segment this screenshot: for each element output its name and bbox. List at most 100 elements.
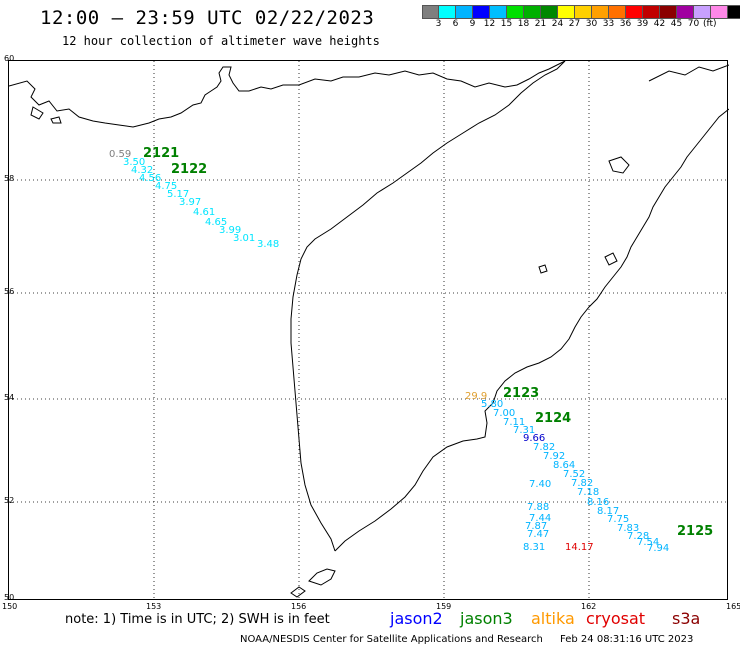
wave-height-label: 0.59 xyxy=(109,149,131,160)
colorbar-swatch xyxy=(541,5,558,19)
colorbar-tick-label: 6 xyxy=(452,19,459,29)
wave-height-label: 4.61 xyxy=(193,207,215,218)
wave-height-label: 7.40 xyxy=(529,479,551,490)
wave-height-label: 7.92 xyxy=(543,451,565,462)
colorbar-tick-label: 33 xyxy=(602,19,615,29)
legend-s3a: s3a xyxy=(672,609,701,628)
colorbar-tick-label: 36 xyxy=(619,19,632,29)
colorbar-tick-label: 18 xyxy=(517,19,530,29)
colorbar-swatch xyxy=(592,5,609,19)
colorbar-unit: (ft) xyxy=(703,19,717,29)
track-id-label: 2124 xyxy=(535,411,571,426)
wave-height-label: 3.01 xyxy=(233,233,255,244)
wave-height-label: 3.48 xyxy=(257,239,279,250)
wave-height-label: 4.75 xyxy=(155,181,177,192)
wave-height-label: 7.88 xyxy=(527,502,549,513)
colorbar-swatch xyxy=(422,5,439,19)
wave-height-label: 4.32 xyxy=(131,165,153,176)
colorbar-swatch xyxy=(473,5,490,19)
wave-height-label: 4.65 xyxy=(205,217,227,228)
lat-label-50: 50 xyxy=(4,593,15,602)
colorbar-swatch xyxy=(524,5,541,19)
wave-height-label: 8.64 xyxy=(553,460,575,471)
wave-height-label: 7.00 xyxy=(493,408,515,419)
colorbar-tick-label: 12 xyxy=(483,19,496,29)
lon-label-153: 153 xyxy=(146,602,162,611)
wave-height-label: 7.44 xyxy=(529,513,551,524)
colorbar-tick-label: 9 xyxy=(469,19,476,29)
wave-height-label: 3.97 xyxy=(179,197,201,208)
colorbar-swatch xyxy=(626,5,643,19)
colorbar-swatch xyxy=(609,5,626,19)
colorbar-tick-label: 45 xyxy=(670,19,683,29)
wave-height-label: 7.52 xyxy=(563,469,585,480)
wave-height-label: 5.17 xyxy=(167,189,189,200)
colorbar-swatch xyxy=(575,5,592,19)
wave-height-label: 8.16 xyxy=(587,497,609,508)
track-id-label: 2121 xyxy=(143,146,179,161)
map-panel: 0.59 3.50 4.32 4.56 4.75 5.17 3.97 4.61 4.65 3.99… xyxy=(8,60,730,601)
wave-height-label: 7.18 xyxy=(577,487,599,498)
wave-height-label: 7.31 xyxy=(513,425,535,436)
wave-height-label: 7.82 xyxy=(533,442,555,453)
lat-label-58: 58 xyxy=(4,174,15,183)
colorbar-swatch xyxy=(439,5,456,19)
colorbar-tick-label: 24 xyxy=(551,19,564,29)
footer-timestamp: Feb 24 08:31:16 UTC 2023 xyxy=(560,634,694,645)
lon-label-156: 156 xyxy=(291,602,307,611)
legend-altika: altika xyxy=(531,609,575,628)
colorbar-swatch xyxy=(711,5,728,19)
colorbar-tick-label: 27 xyxy=(568,19,581,29)
colorbar-swatch xyxy=(558,5,575,19)
colorbar-swatch xyxy=(660,5,677,19)
footer-org: NOAA/NESDIS Center for Satellite Applica… xyxy=(240,634,543,645)
wave-height-label: 29.9 xyxy=(465,391,487,402)
wave-height-label: 7.11 xyxy=(503,417,525,428)
colorbar-swatch xyxy=(694,5,711,19)
map-subtitle: 12 hour collection of altimeter wave hei… xyxy=(62,34,380,48)
lat-label-54: 54 xyxy=(4,393,15,402)
wave-height-label: 7.82 xyxy=(571,478,593,489)
lon-label-159: 159 xyxy=(436,602,452,611)
legend-cryosat: cryosat xyxy=(586,609,646,628)
track-id-label: 2122 xyxy=(171,162,207,177)
lat-lon-grid xyxy=(9,61,729,601)
colorbar-tick-label: 3 xyxy=(435,19,442,29)
colorbar-swatch xyxy=(677,5,694,19)
wave-height-label: 3.50 xyxy=(123,157,145,168)
colorbar-swatch xyxy=(490,5,507,19)
colorbar-swatch xyxy=(507,5,524,19)
legend-jason2: jason2 xyxy=(390,609,443,628)
wave-height-label: 7.87 xyxy=(525,521,547,532)
wave-height-label: 7.47 xyxy=(527,529,549,540)
map-title: 12:00 — 23:59 UTC 02/22/2023 xyxy=(40,7,375,29)
wave-height-label: 5.80 xyxy=(481,399,503,410)
wave-height-label: 3.99 xyxy=(219,225,241,236)
lon-label-165: 165 xyxy=(726,602,740,611)
colorbar-tick-label: 39 xyxy=(636,19,649,29)
colorbar-tick-label: 42 xyxy=(653,19,666,29)
colorbar-swatch xyxy=(456,5,473,19)
lon-label-150: 150 xyxy=(2,602,18,611)
lon-label-162: 162 xyxy=(581,602,597,611)
colorbar-swatches xyxy=(422,5,740,19)
wave-height-label: 8.17 xyxy=(597,506,619,517)
wave-height-label: 7.75 xyxy=(607,514,629,525)
map-canvas: 0.593.504.324.564.755.173.974.614.653.99… xyxy=(8,60,730,601)
wave-height-label: 7.94 xyxy=(647,543,669,554)
colorbar-tick-label: 30 xyxy=(585,19,598,29)
colorbar-labels: 3 6 9 12 15 18 21 24 27 30 33 36 39 42 45 70 (ft) xyxy=(422,19,740,29)
wave-height-label: 7.28 xyxy=(627,531,649,542)
wave-height-label: 9.66 xyxy=(523,433,545,444)
wave-height-colorbar: 3 6 9 12 15 18 21 24 27 30 33 36 39 42 45 70 (ft) xyxy=(422,5,740,29)
lat-label-56: 56 xyxy=(4,287,15,296)
colorbar-tick-label: 15 xyxy=(500,19,513,29)
track-id-label: 2123 xyxy=(503,386,539,401)
colorbar-swatch xyxy=(728,5,740,19)
legend-note: note: 1) Time is in UTC; 2) SWH is in fe… xyxy=(65,612,330,627)
track-id-label: 2125 xyxy=(677,524,713,539)
wave-height-label: 7.54 xyxy=(637,537,659,548)
coastline xyxy=(8,60,730,598)
legend-jason3: jason3 xyxy=(460,609,513,628)
colorbar-tick-label: 70 xyxy=(687,19,700,29)
